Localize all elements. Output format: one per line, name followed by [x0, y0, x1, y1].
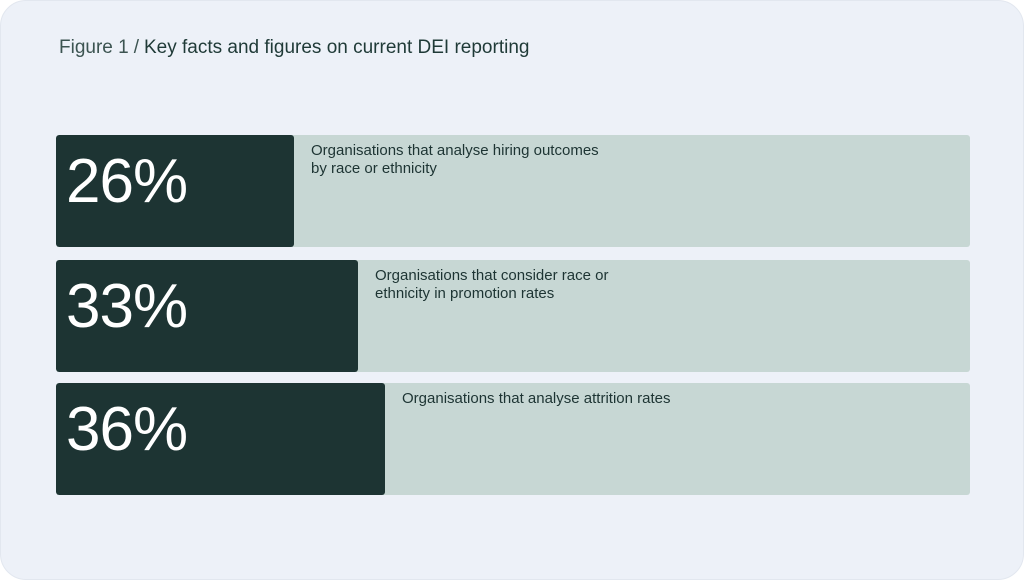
figure-number: Figure 1 [59, 37, 129, 58]
stat-bar-promotion: 33% [56, 260, 358, 372]
figure-title: Figure 1/Key facts and figures on curren… [59, 37, 529, 59]
stat-label-promotion: Organisations that consider race or ethn… [375, 267, 609, 302]
stat-percentage-hiring: 26% [66, 147, 188, 216]
stat-bar-attrition: 36% [56, 383, 385, 495]
stat-row-attrition: 36% Organisations that analyse attrition… [56, 383, 970, 495]
stat-bar-hiring: 26% [56, 135, 294, 247]
stat-label-attrition: Organisations that analyse attrition rat… [402, 390, 671, 407]
stat-label-hiring: Organisations that analyse hiring outcom… [311, 142, 599, 177]
stat-percentage-promotion: 33% [66, 272, 188, 341]
stat-percentage-attrition: 36% [66, 395, 188, 464]
title-separator: / [133, 37, 139, 58]
stat-row-promotion: 33% Organisations that consider race or … [56, 260, 970, 372]
figure-title-text: Key facts and figures on current DEI rep… [143, 37, 530, 58]
stat-row-hiring: 26% Organisations that analyse hiring ou… [56, 135, 970, 247]
